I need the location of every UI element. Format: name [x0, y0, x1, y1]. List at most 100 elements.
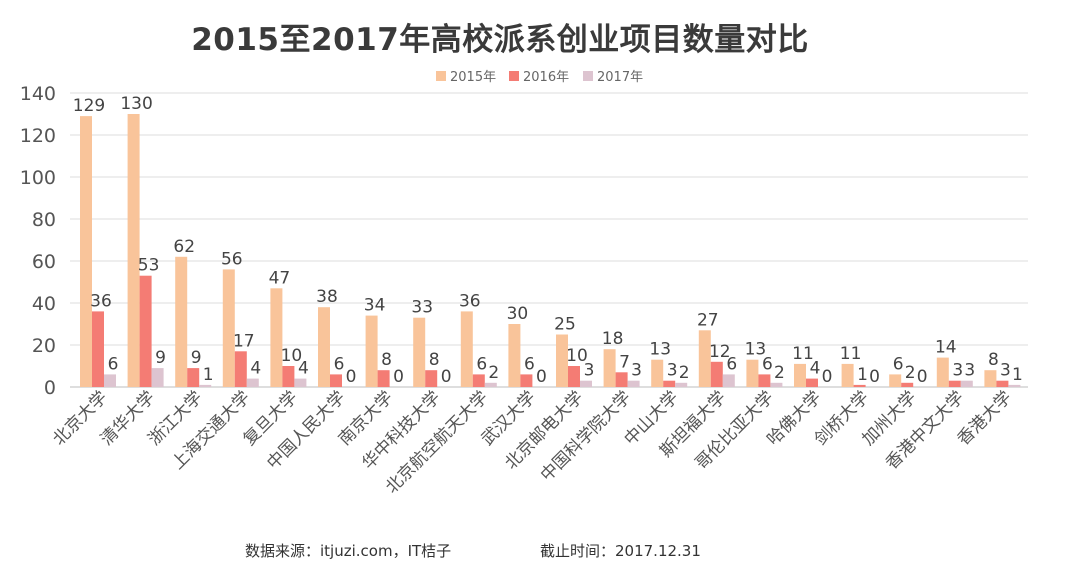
value-label: 14 [935, 338, 957, 358]
value-label: 4 [250, 359, 261, 379]
value-label: 6 [524, 354, 535, 374]
bar-1 [508, 324, 521, 387]
y-tick-label: 80 [32, 209, 56, 231]
bar-2 [948, 380, 961, 387]
value-label: 0 [536, 367, 547, 387]
bar-3 [484, 382, 497, 387]
value-label: 34 [364, 296, 386, 316]
bar-2 [330, 374, 342, 387]
cutoff-date: 截止时间：2017.12.31 [540, 542, 701, 560]
bar-1 [698, 330, 711, 387]
bar-3 [770, 382, 783, 387]
bar-2 [92, 311, 104, 387]
value-label: 13 [649, 340, 671, 360]
bar-1 [556, 334, 568, 387]
value-label: 9 [191, 348, 202, 368]
bar-3 [580, 380, 592, 387]
value-label: 4 [810, 359, 821, 379]
y-tick-label: 120 [20, 125, 56, 147]
value-label: 0 [869, 367, 880, 387]
grid-layer [70, 92, 1028, 388]
value-label: 6 [726, 354, 737, 374]
bar-2 [139, 275, 152, 387]
value-label: 6 [334, 354, 345, 374]
value-label: 9 [155, 348, 166, 368]
bar-2 [901, 382, 914, 387]
value-label: 47 [269, 268, 291, 288]
value-label: 11 [792, 344, 814, 364]
bar-2 [187, 368, 200, 387]
value-label: 129 [73, 96, 105, 116]
bar-2 [568, 366, 580, 387]
value-label: 3 [584, 361, 595, 381]
value-label: 3 [667, 361, 678, 381]
bar-1 [365, 315, 378, 387]
bar-1 [175, 256, 188, 387]
bar-3 [627, 380, 640, 387]
bar-1 [984, 370, 997, 387]
bar-1 [746, 359, 759, 387]
value-label: 3 [964, 361, 975, 381]
bar-2 [663, 380, 676, 387]
value-label: 6 [893, 354, 904, 374]
bar-3 [151, 368, 164, 387]
legend-swatch [509, 71, 519, 81]
value-label: 8 [381, 350, 392, 370]
value-label: 4 [298, 359, 309, 379]
value-label: 25 [554, 315, 576, 335]
value-label: 7 [619, 352, 630, 372]
bar-3 [246, 378, 259, 387]
value-label: 56 [221, 249, 243, 269]
bar-2 [377, 370, 390, 387]
bar-2 [806, 378, 818, 387]
value-label: 30 [507, 304, 529, 324]
bar-2 [472, 374, 485, 387]
value-label: 53 [138, 256, 160, 276]
bar-3 [199, 384, 212, 387]
y-tick-label: 20 [32, 335, 56, 357]
bar-2 [710, 361, 723, 387]
legend-label: 2015年 [450, 70, 496, 85]
bar-3 [960, 380, 973, 387]
bar-1 [936, 357, 949, 387]
bars [80, 114, 1021, 387]
bar-1 [889, 374, 902, 387]
value-label: 13 [745, 340, 767, 360]
bar-2 [996, 380, 1009, 387]
value-label: 17 [233, 331, 255, 351]
value-label: 6 [108, 354, 119, 374]
legend-label: 2017年 [597, 70, 643, 85]
value-label: 33 [411, 298, 433, 318]
value-label: 38 [316, 287, 338, 307]
footer: 数据来源：itjuzi.com，IT桔子 截止时间：2017.12.31 [0, 540, 1080, 564]
value-label: 2 [679, 363, 690, 383]
legend-swatch [436, 71, 446, 81]
value-label: 0 [346, 367, 357, 387]
bar-1 [80, 116, 92, 387]
bar-1 [794, 363, 806, 387]
value-label: 0 [822, 367, 833, 387]
value-label: 10 [566, 346, 588, 366]
x-axis-categories: 北京大学清华大学浙江大学上海交通大学复旦大学中国人民大学南京大学华中科技大学北京… [49, 387, 1016, 497]
y-tick-label: 60 [32, 251, 56, 273]
bar-2 [853, 384, 866, 387]
bar-1 [270, 288, 283, 387]
value-label: 18 [602, 329, 624, 349]
legend-label: 2016年 [523, 70, 569, 85]
y-tick-label: 40 [32, 293, 56, 315]
value-label: 0 [393, 367, 404, 387]
bar-2 [425, 370, 438, 387]
bar-2 [234, 351, 247, 387]
bar-2 [758, 374, 771, 387]
value-label: 2 [488, 363, 499, 383]
bar-3 [1008, 384, 1021, 387]
bar-1 [127, 114, 140, 387]
y-axis: 0 20 40 60 80 100 120 140 [20, 83, 56, 399]
value-label: 0 [441, 367, 452, 387]
value-label: 10 [281, 346, 303, 366]
value-label: 27 [697, 310, 719, 330]
bar-1 [651, 359, 664, 387]
value-label: 3 [1000, 361, 1011, 381]
value-label: 11 [840, 344, 862, 364]
